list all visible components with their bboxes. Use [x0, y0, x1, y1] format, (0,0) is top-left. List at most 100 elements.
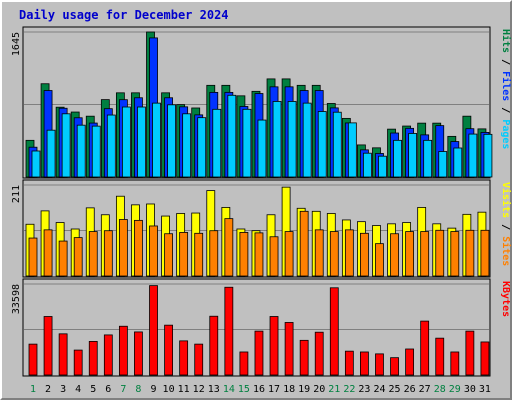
bar-sites-day-25 — [390, 233, 399, 277]
bar-kbytes-day-28 — [435, 337, 445, 376]
bar-pages-day-15 — [242, 108, 252, 178]
bar-kbytes-day-5 — [88, 341, 98, 376]
bar-pages-day-6 — [106, 114, 116, 178]
bar-pages-day-28 — [438, 151, 448, 178]
y-axis-max-label: 211 — [11, 185, 22, 203]
bar-sites-day-11 — [179, 232, 189, 277]
bar-kbytes-day-2 — [43, 316, 53, 376]
bar-pages-day-29 — [453, 147, 463, 178]
bar-pages-day-4 — [76, 124, 86, 178]
bar-sites-day-26 — [405, 231, 415, 277]
x-tick-label-day-20: 20 — [313, 384, 325, 395]
x-tick-label-day-16: 16 — [253, 384, 265, 395]
bar-pages-day-11 — [182, 113, 192, 178]
bar-sites-day-7 — [118, 219, 128, 277]
bar-kbytes-day-6 — [103, 334, 113, 376]
x-tick-label-day-25: 25 — [389, 384, 401, 395]
bar-pages-day-7 — [121, 106, 131, 178]
bar-sites-day-18 — [284, 231, 294, 277]
bar-kbytes-day-17 — [269, 316, 279, 376]
bar-kbytes-day-14 — [224, 286, 234, 376]
bar-pages-day-17 — [272, 101, 282, 178]
bar-kbytes-day-19 — [299, 339, 309, 376]
bar-pages-day-24 — [378, 155, 387, 178]
bar-pages-day-12 — [197, 117, 207, 178]
legend-visits: Visits — [500, 182, 512, 218]
x-tick-label-day-17: 17 — [268, 384, 280, 395]
bar-pages-day-5 — [91, 125, 101, 178]
series-legend-label: Visits / Sites — [500, 182, 512, 266]
chart-panel-3: 33598 KBytes — [11, 278, 511, 377]
bar-kbytes-day-11 — [179, 340, 189, 376]
x-tick-label-day-13: 13 — [208, 384, 220, 395]
bar-kbytes-day-3 — [58, 333, 68, 376]
bar-sites-day-15 — [239, 232, 249, 277]
chart-panels: 1645 Hits / Files / Pages 211 Visits / Site… — [11, 26, 512, 395]
bar-kbytes-day-12 — [194, 343, 204, 376]
bar-sites-day-21 — [329, 231, 339, 277]
bar-sites-day-8 — [134, 219, 143, 277]
bar-sites-day-28 — [435, 229, 445, 277]
bar-sites-day-29 — [450, 231, 460, 277]
x-tick-label-day-26: 26 — [404, 384, 416, 395]
x-tick-label-day-19: 19 — [298, 384, 310, 395]
legend-files: Files — [500, 71, 512, 101]
x-tick-label-day-8: 8 — [135, 384, 141, 395]
bar-pages-day-9 — [152, 102, 161, 178]
bar-kbytes-day-27 — [420, 320, 430, 376]
bar-pages-day-18 — [287, 101, 297, 178]
bar-kbytes-day-7 — [118, 325, 128, 376]
bar-sites-day-2 — [43, 229, 53, 277]
bar-pages-day-19 — [302, 102, 312, 178]
bar-sites-day-22 — [344, 229, 354, 277]
x-tick-label-day-22: 22 — [343, 384, 355, 395]
bar-kbytes-day-30 — [465, 330, 475, 376]
bar-sites-day-4 — [73, 237, 83, 277]
bar-kbytes-day-25 — [390, 357, 399, 376]
bar-sites-day-30 — [465, 229, 475, 277]
bar-sites-day-9 — [149, 225, 158, 277]
x-tick-label-day-24: 24 — [373, 384, 385, 395]
bar-sites-day-12 — [194, 232, 204, 277]
x-tick-label-day-3: 3 — [60, 384, 66, 395]
bar-pages-day-23 — [363, 152, 372, 178]
x-tick-label-day-15: 15 — [238, 384, 250, 395]
bar-pages-day-13 — [212, 108, 222, 178]
x-tick-label-day-11: 11 — [178, 384, 190, 395]
bar-sites-day-3 — [58, 240, 68, 277]
chart-panel-1: 1645 Hits / Files / Pages — [11, 26, 512, 179]
legend-separator: / — [500, 101, 511, 119]
bar-kbytes-day-4 — [73, 349, 83, 376]
bar-pages-day-16 — [257, 119, 267, 178]
bar-kbytes-day-22 — [344, 350, 354, 376]
chart-title: Daily usage for December 2024 — [19, 8, 229, 22]
bar-pages-day-8 — [137, 106, 146, 178]
bar-pages-day-26 — [408, 133, 418, 178]
bar-kbytes-day-8 — [134, 331, 143, 376]
series-legend-label: Hits / Files / Pages — [500, 29, 512, 149]
bar-kbytes-day-23 — [360, 351, 369, 376]
x-tick-label-day-1: 1 — [30, 384, 36, 395]
bar-pages-day-30 — [468, 133, 478, 178]
bar-sites-day-10 — [164, 233, 173, 277]
legend-sites: Sites — [500, 236, 512, 266]
bar-sites-day-31 — [480, 229, 490, 277]
x-tick-label-day-5: 5 — [90, 384, 96, 395]
bar-pages-day-3 — [61, 113, 71, 178]
x-tick-label-day-7: 7 — [120, 384, 126, 395]
bar-sites-day-14 — [224, 218, 234, 277]
bar-sites-day-19 — [299, 210, 309, 277]
x-tick-label-day-30: 30 — [464, 384, 476, 395]
y-axis-max-label: 1645 — [11, 32, 22, 56]
bar-kbytes-day-16 — [254, 330, 264, 376]
bar-kbytes-day-29 — [450, 351, 460, 376]
legend-kbytes: KBytes — [500, 281, 511, 317]
x-tick-label-day-28: 28 — [434, 384, 446, 395]
bar-pages-day-27 — [423, 139, 433, 178]
bar-kbytes-day-21 — [329, 287, 339, 376]
bar-kbytes-day-15 — [239, 351, 249, 376]
bar-pages-day-14 — [227, 94, 237, 178]
bar-kbytes-day-20 — [314, 331, 324, 376]
bar-pages-day-21 — [332, 111, 342, 178]
